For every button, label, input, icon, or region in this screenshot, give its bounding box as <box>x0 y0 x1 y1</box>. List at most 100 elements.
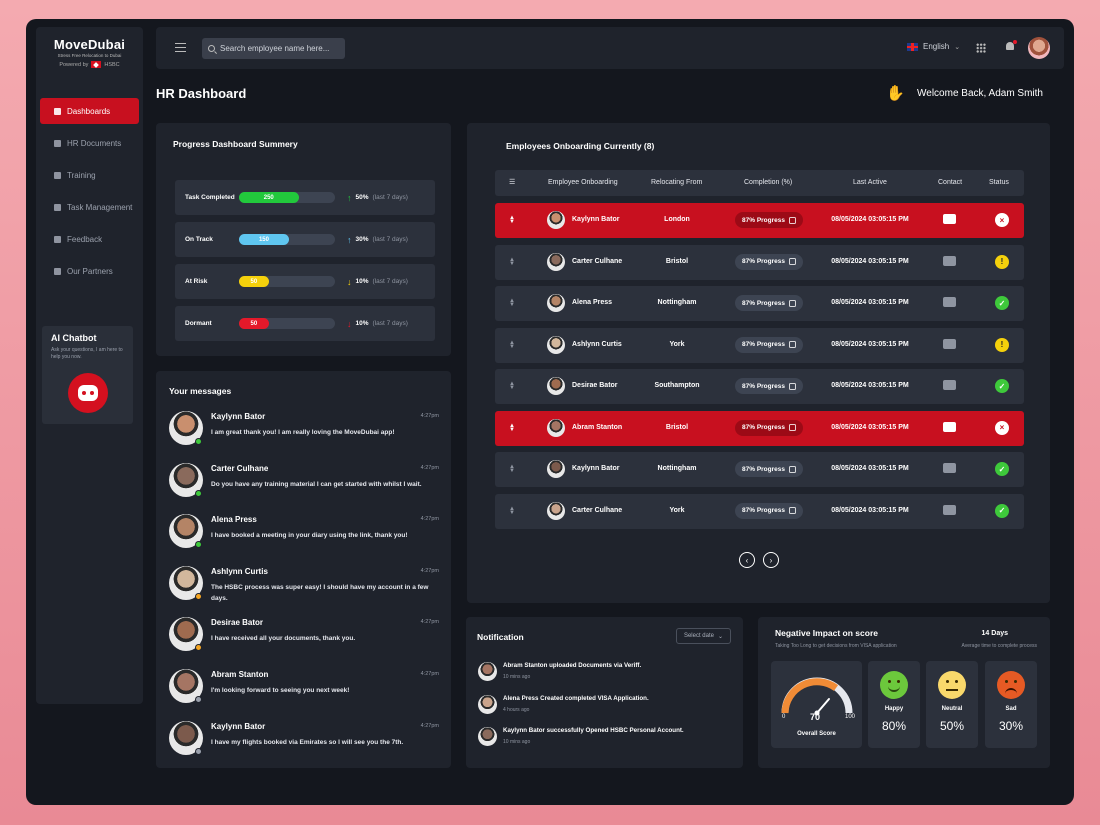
completion-badge[interactable]: 87% Progress <box>735 295 803 311</box>
notification-item[interactable]: Abram Stanton uploaded Documents via Ver… <box>478 660 728 686</box>
employee-name: Carter Culhane <box>572 506 623 514</box>
sort-handle-icon[interactable]: ▲ ▼ <box>509 422 515 433</box>
chat-icon[interactable] <box>943 463 956 473</box>
sort-handle-icon[interactable]: ▲ ▼ <box>509 505 515 516</box>
date-select-label: Select date <box>683 633 714 639</box>
hsbc-logo-icon <box>91 61 102 68</box>
avatar <box>478 694 497 714</box>
completion-text: 87% Progress <box>742 216 785 224</box>
chat-icon[interactable] <box>943 504 956 515</box>
score-gauge <box>781 677 853 716</box>
arrow-down-icon: ↓ <box>347 276 352 287</box>
table-row[interactable]: ▲ ▼ Carter Culhane York 87% Progress 08/05/20… <box>495 493 1024 529</box>
message-item[interactable]: Abram Stanton 4:27pm I'm looking forward t… <box>169 667 439 715</box>
progress-change: ↓ 10% (last 7 days) <box>347 319 408 329</box>
messages-panel: Your messages Kaylynn Bator 4:27pm I am gr… <box>156 371 451 768</box>
sort-handle-icon[interactable]: ▲ ▼ <box>509 464 515 474</box>
completion-badge[interactable]: 87% Progress <box>735 461 803 477</box>
list-icon[interactable]: ☰ <box>509 179 516 186</box>
mood-card-happy: Happy 80% <box>868 661 920 748</box>
table-row[interactable]: ▲ ▼ Kaylynn Bator Nottingham 87% Progress 08/… <box>495 452 1024 487</box>
completion-badge[interactable]: 87% Progress <box>735 378 803 394</box>
sort-handle-icon[interactable]: ▲ ▼ <box>509 215 515 225</box>
message-text: I am great thank you! I am really loving… <box>211 429 395 436</box>
message-time: 4:27pm <box>420 567 439 574</box>
chat-icon[interactable] <box>943 380 956 390</box>
sort-handle-icon[interactable]: ▲ ▼ <box>509 339 515 350</box>
chat-icon[interactable] <box>943 297 956 307</box>
message-text: I have my flights booked via Emirates so… <box>211 738 404 746</box>
menu-icon[interactable] <box>175 43 186 52</box>
sidebar-item-dashboards[interactable]: Dashboards <box>40 98 139 124</box>
language-select[interactable]: English ⌄ <box>907 42 960 51</box>
column-header-status[interactable]: Status <box>989 179 1009 186</box>
relocating-from: Nottingham <box>657 299 697 306</box>
column-header-from[interactable]: Relocating From <box>651 179 703 186</box>
table-row[interactable]: ▲ ▼ Abram Stanton Bristol 87% Progress 08/05/… <box>495 410 1024 446</box>
relocating-from: London <box>664 216 690 223</box>
gauge-label: Overall Score <box>797 731 836 737</box>
chat-icon[interactable] <box>943 255 956 266</box>
sidebar-item-hr-documents[interactable]: HR Documents <box>40 130 139 156</box>
uk-flag-icon <box>907 42 918 51</box>
completion-badge[interactable]: 87% Progress <box>735 212 803 228</box>
chat-icon[interactable] <box>943 338 956 349</box>
sidebar-item-our-partners[interactable]: Our Partners <box>40 258 139 284</box>
notification-item[interactable]: Alena Press Created completed VISA Appli… <box>478 693 728 719</box>
table-row[interactable]: ▲ ▼ Desirae Bator Southampton 87% Progress 08… <box>495 369 1024 404</box>
date-select[interactable]: Select date ⌄ <box>676 628 731 644</box>
chat-icon[interactable] <box>943 214 956 224</box>
previous-page-button[interactable]: ‹ <box>739 552 755 568</box>
column-header-employee[interactable]: Employee Onboarding <box>548 179 618 186</box>
message-item[interactable]: Desirae Bator 4:27pm I have received all y… <box>169 615 439 663</box>
table-row[interactable]: ▲ ▼ Carter Culhane Bristol 87% Progress 08/05… <box>495 244 1024 280</box>
message-item[interactable]: Kaylynn Bator 4:27pm I am great thank you!… <box>169 409 439 457</box>
notification-item[interactable]: Kaylynn Bator successfully Opened HSBC P… <box>478 725 728 751</box>
sidebar-item-task-management[interactable]: Task Management <box>40 194 139 220</box>
user-avatar[interactable] <box>1028 37 1050 59</box>
sort-handle-icon[interactable]: ▲ ▼ <box>509 298 515 308</box>
completion-badge[interactable]: 87% Progress <box>735 253 803 270</box>
notification-bell-icon[interactable] <box>1005 40 1017 53</box>
column-header-contact[interactable]: Contact <box>938 179 963 186</box>
completion-badge[interactable]: 87% Progress <box>735 502 803 519</box>
message-item[interactable]: Ashlynn Curtis 4:27pm The HSBC process was… <box>169 564 439 612</box>
completion-badge[interactable]: 87% Progress <box>735 419 803 436</box>
next-page-button[interactable]: › <box>763 552 779 568</box>
progress-row: Dormant 50 ↓ 10% (last 7 days) <box>175 306 435 341</box>
notification-title: Notification <box>477 632 524 642</box>
completion-badge[interactable]: 87% Progress <box>735 336 803 353</box>
progress-change: ↑ 50% (last 7 days) <box>347 193 408 203</box>
message-sender: Abram Stanton <box>211 670 269 679</box>
chatbot-button[interactable] <box>68 373 108 413</box>
sort-handle-icon[interactable]: ▲ ▼ <box>509 381 515 391</box>
avatar <box>547 252 565 271</box>
happy-face-icon <box>880 671 908 699</box>
table-row[interactable]: ▲ ▼ Ashlynn Curtis York 87% Progress 08/05/20… <box>495 327 1024 363</box>
brand-logo[interactable]: MoveDubai Stress Free Relocation to Duba… <box>36 27 143 68</box>
search-icon <box>208 45 215 52</box>
score-subtitle: Taking Too Long to get decisions from VI… <box>775 643 897 649</box>
sort-handle-icon[interactable]: ▲ ▼ <box>509 256 515 267</box>
sidebar-item-feedback[interactable]: Feedback <box>40 226 139 252</box>
search-input[interactable] <box>220 44 335 53</box>
gauge-max: 100 <box>844 714 855 720</box>
message-item[interactable]: Kaylynn Bator 4:27pm I have my flights boo… <box>169 719 439 767</box>
robot-icon <box>78 385 98 401</box>
message-item[interactable]: Alena Press 4:27pm I have booked a meeting… <box>169 512 439 560</box>
message-time: 4:27pm <box>420 516 439 523</box>
sidebar-item-training[interactable]: Training <box>40 162 139 188</box>
table-row[interactable]: ▲ ▼ Kaylynn Bator London 87% Progress 08/05/2… <box>495 203 1024 238</box>
table-row[interactable]: ▲ ▼ Alena Press Nottingham 87% Progress 08/05… <box>495 286 1024 321</box>
status-ok-icon: ✓ <box>995 503 1009 518</box>
column-header-completion[interactable]: Completion (%) <box>744 179 793 186</box>
chevron-down-icon: ⌄ <box>954 43 961 51</box>
apps-grid-icon[interactable] <box>976 43 986 53</box>
employee-name: Carter Culhane <box>572 257 623 265</box>
chat-icon[interactable] <box>943 421 956 432</box>
relocating-from: Bristol <box>665 423 689 431</box>
last-active: 08/05/2024 03:05:15 PM <box>831 423 909 431</box>
message-item[interactable]: Carter Culhane 4:27pm Do you have any trai… <box>169 461 439 509</box>
message-sender: Desirae Bator <box>211 618 264 628</box>
column-header-last-active[interactable]: Last Active <box>853 179 887 186</box>
